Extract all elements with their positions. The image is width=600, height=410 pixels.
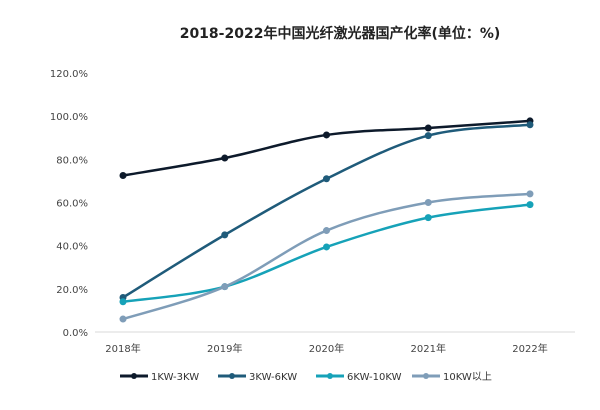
legend-marker — [229, 373, 235, 379]
x-tick-label: 2022年 — [512, 342, 547, 355]
legend-label: 1KW-3KW — [151, 372, 199, 383]
data-point — [424, 132, 432, 140]
data-point — [424, 214, 432, 222]
data-point — [221, 154, 229, 162]
y-tick-label: 20.0% — [56, 285, 88, 296]
legend-marker — [131, 373, 137, 379]
legend-marker — [423, 373, 429, 379]
y-tick-label: 100.0% — [50, 112, 88, 123]
data-point — [323, 243, 330, 251]
x-tick-label: 2020年 — [309, 342, 344, 355]
chart-title: 2018-2022年中国光纤激光器国产化率(单位：%) — [180, 25, 501, 42]
legend-label: 6KW-10KW — [347, 372, 402, 383]
series-line-10KW以上 — [122, 192, 531, 321]
data-point — [119, 298, 127, 306]
data-point — [526, 190, 534, 198]
legend-label: 3KW-6KW — [249, 372, 297, 383]
data-point — [424, 199, 432, 206]
x-tick-label: 2018年 — [105, 342, 140, 355]
data-point — [526, 121, 534, 129]
series-line-6KW-10KW — [122, 203, 531, 304]
y-tick-label: 0.0% — [63, 328, 88, 339]
y-tick-label: 120.0% — [50, 69, 88, 80]
y-tick-label: 40.0% — [56, 242, 88, 253]
data-point — [323, 131, 330, 139]
data-point — [424, 124, 432, 132]
data-point — [323, 175, 330, 183]
legend-marker — [327, 373, 333, 379]
data-point — [119, 172, 127, 180]
legend-label: 10KW以上 — [443, 371, 492, 383]
data-point — [119, 315, 127, 323]
y-tick-label: 60.0% — [56, 199, 88, 210]
x-tick-label: 2019年 — [207, 342, 242, 355]
data-point — [221, 231, 229, 239]
data-point — [526, 201, 534, 209]
data-point — [323, 227, 330, 235]
x-tick-label: 2021年 — [411, 342, 446, 355]
y-tick-label: 80.0% — [56, 155, 88, 166]
data-point — [221, 283, 229, 291]
